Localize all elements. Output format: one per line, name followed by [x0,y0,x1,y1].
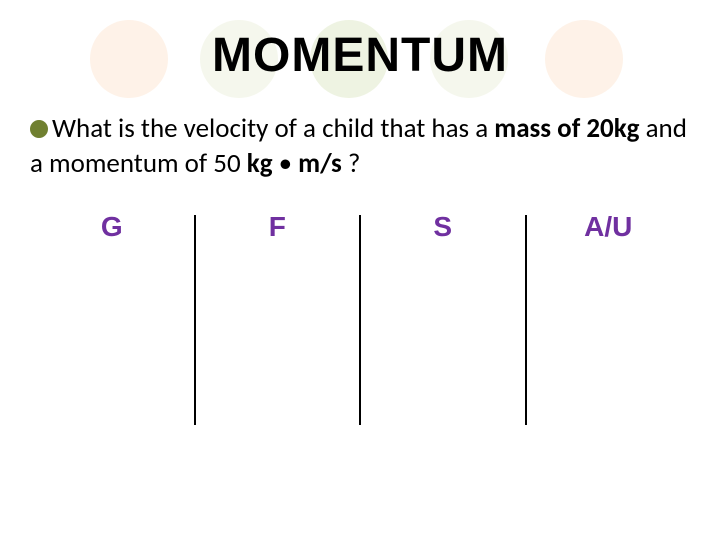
gfsa-columns: GFSA/U [0,211,720,441]
q-bold3: m/s [298,147,342,180]
column-f: F [196,211,360,441]
q-suffix: ? [342,147,361,180]
column-s: S [361,211,525,441]
q-prefix: What is the velocity of a child that has… [52,112,494,145]
q-dot: • [273,147,299,180]
q-bold2: kg [247,147,273,180]
slide-title: MOMENTUM [0,0,720,83]
column-g: G [30,211,194,441]
q-bold1: mass of 20kg [494,112,639,145]
column-label: G [30,211,194,243]
column-label: S [361,211,525,243]
column-label: F [196,211,360,243]
column-au: A/U [527,211,691,441]
column-label: A/U [527,211,691,243]
question-text: What is the velocity of a child that has… [0,111,720,181]
bullet-icon [30,120,48,138]
